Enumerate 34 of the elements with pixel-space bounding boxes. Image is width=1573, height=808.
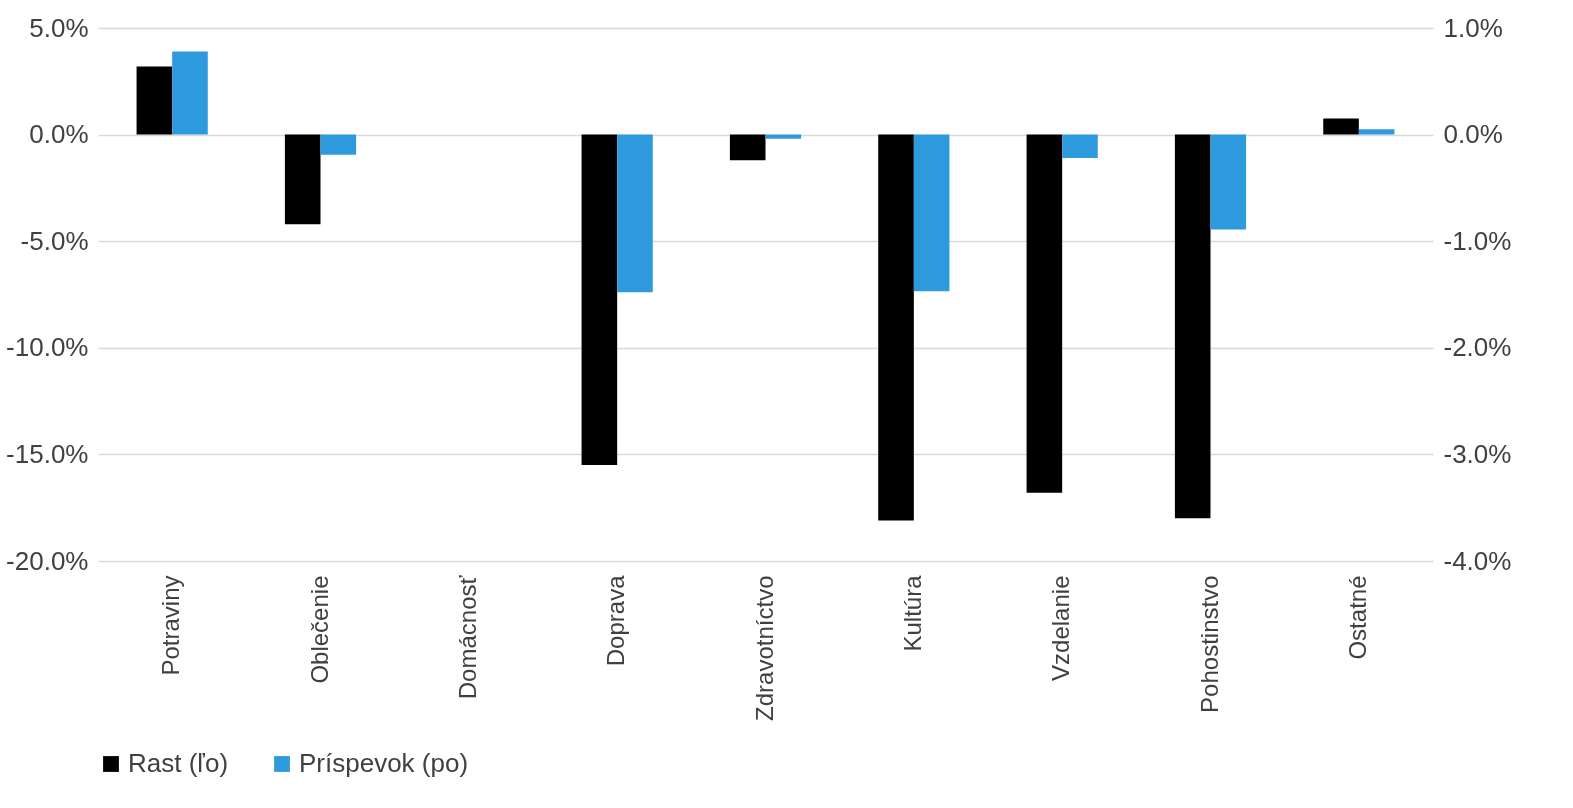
legend-label: Príspevok (po) — [299, 748, 469, 778]
y2-tick-label: -2.0% — [1443, 332, 1512, 363]
legend-label: Rast (ľo) — [128, 748, 229, 778]
bar — [1026, 134, 1063, 493]
y2-tick-label: -1.0% — [1443, 225, 1512, 256]
x-tick-label: Ostatné — [1343, 575, 1371, 660]
bar — [878, 134, 914, 521]
x-tick-label: Kultúra — [898, 574, 926, 652]
x-tick-label: Potraviny — [157, 575, 185, 676]
x-tick-label: Oblečenie — [305, 575, 333, 684]
y2-tick-label: 1.0% — [1443, 12, 1503, 43]
x-tick-label: Vzdelanie — [1047, 575, 1075, 681]
bar — [1174, 134, 1211, 519]
bar — [1210, 134, 1247, 230]
y2-tick-label: 0.0% — [1443, 119, 1503, 150]
y-tick-label: -20.0% — [6, 545, 89, 576]
x-tick-label: Pohostinstvo — [1195, 575, 1223, 713]
y-tick-label: 0.0% — [29, 119, 89, 150]
bar — [1062, 134, 1098, 159]
y2-tick-label: -3.0% — [1443, 438, 1512, 469]
y-tick-label: -15.0% — [6, 438, 89, 469]
bar — [729, 134, 766, 161]
y2-tick-label: -4.0% — [1443, 545, 1512, 576]
y-tick-label: -5.0% — [20, 225, 89, 256]
bar — [320, 134, 357, 155]
bar — [765, 134, 802, 139]
bar — [581, 134, 618, 466]
x-tick-label: Doprava — [602, 574, 630, 667]
y-tick-label: -10.0% — [6, 332, 89, 363]
x-tick-label: Domácnosť — [453, 574, 481, 700]
bar — [1323, 118, 1359, 135]
x-tick-label: Zdravotníctvo — [750, 575, 778, 721]
bar — [284, 134, 321, 225]
y-tick-label: 5.0% — [29, 12, 89, 43]
